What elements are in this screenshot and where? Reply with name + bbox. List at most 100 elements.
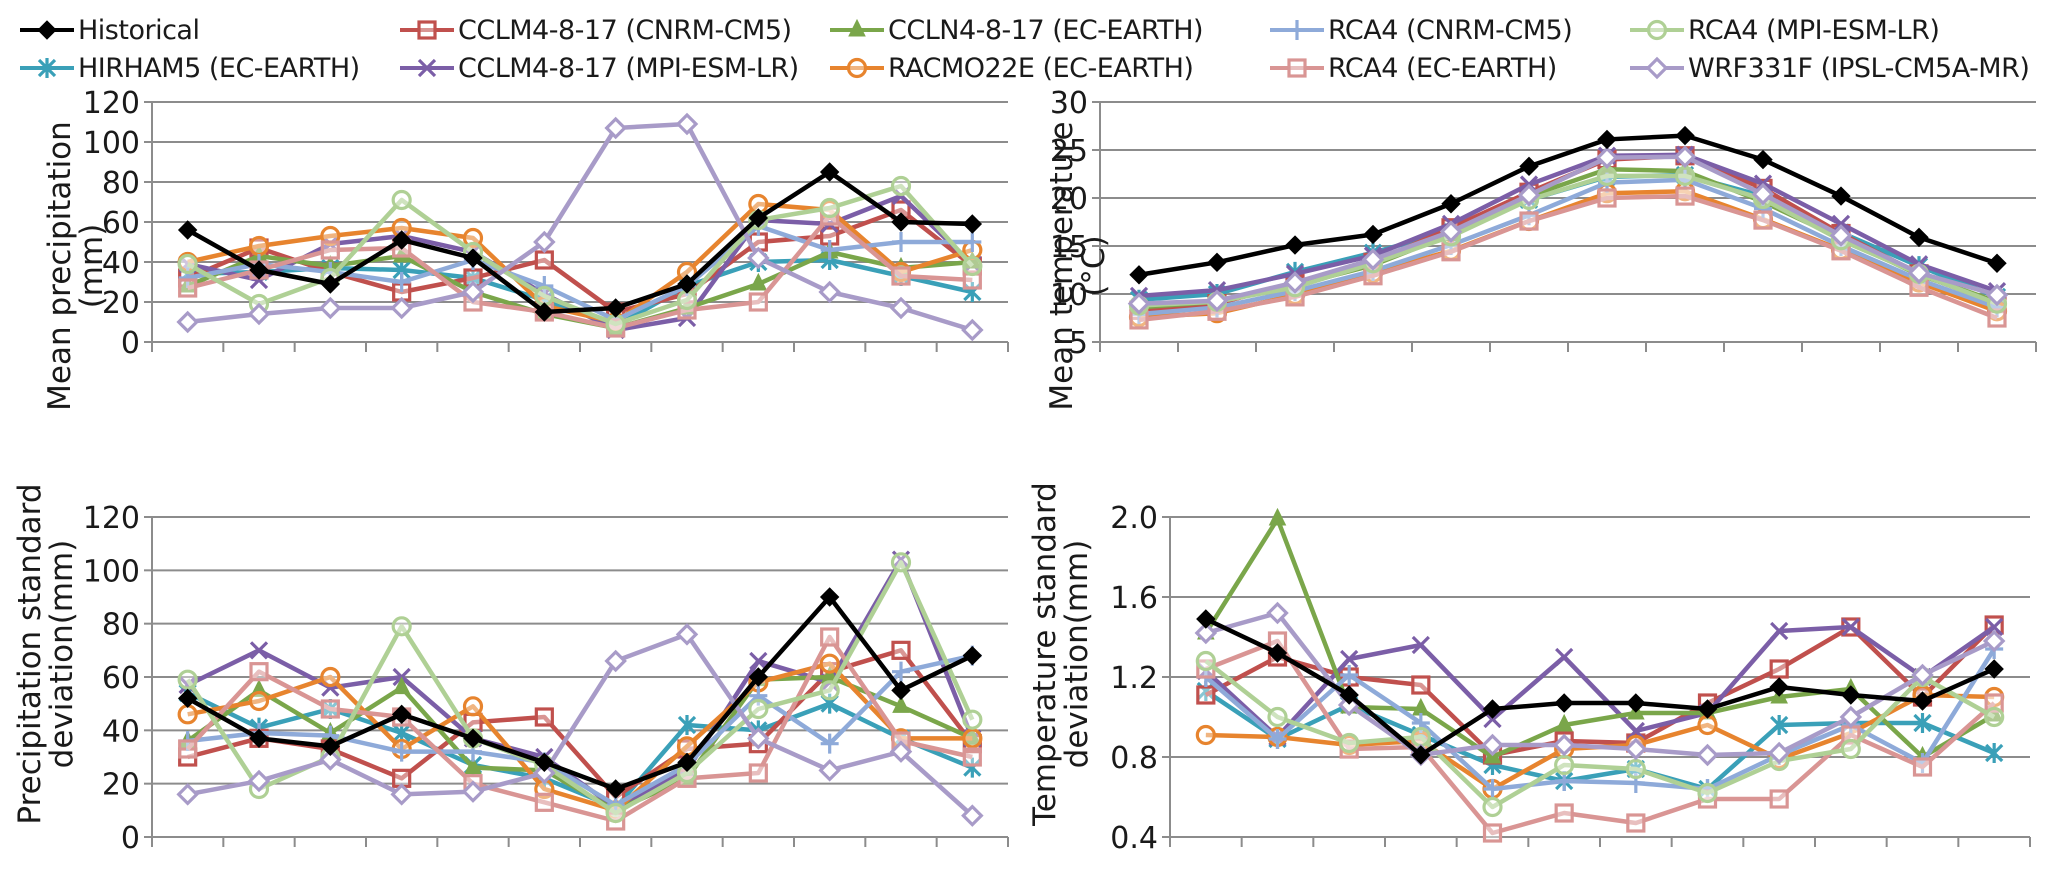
- legend-marker: [1288, 20, 1306, 40]
- y-tick-label: 20: [102, 286, 140, 321]
- data-point: [962, 728, 983, 749]
- data-point: [892, 661, 910, 682]
- data-point: [1482, 823, 1503, 843]
- data-point: [392, 244, 411, 263]
- data-point: [462, 696, 484, 717]
- data-point: [177, 220, 198, 240]
- data-point: [391, 189, 412, 211]
- y-tick-label: 5: [1069, 326, 1088, 361]
- series-line: [1203, 516, 1996, 760]
- legend-marker: [417, 58, 437, 78]
- data-point: [1912, 757, 1933, 777]
- data-point: [891, 266, 911, 286]
- data-point: [320, 699, 340, 719]
- data-point: [464, 756, 482, 775]
- data-point: [890, 175, 912, 197]
- data-point: [749, 272, 768, 291]
- data-point: [392, 676, 411, 695]
- data-point: [890, 552, 912, 573]
- data-point: [391, 704, 412, 725]
- gridlines: 0.4 0.8 1.2 1.6 2.0: [1110, 501, 2030, 856]
- legend-item-historical: Historical: [18, 12, 200, 48]
- panel-mean-precipitation: Mean precipitation (mm) 0 20 40 60 80 100 120: [0, 86, 1040, 470]
- y-tick-label: 1.2: [1110, 661, 1158, 696]
- y-axis-label-line-1: Mean temperature: [1044, 121, 1080, 411]
- series-wrf331f-ipsl-cm5a-mr: [1127, 145, 2009, 315]
- chart-plot: 0 20 40 60 80 100 120: [83, 86, 1009, 361]
- data-point: [1555, 713, 1573, 732]
- chart-legend: Historical HIRHAM5 (EC-EARTH) CCLM4-8-17 (…: [0, 0, 2067, 100]
- y-axis-label-line-1: Temperature standard: [1027, 482, 1063, 826]
- data-point: [392, 741, 411, 762]
- series-line: [1205, 638, 1996, 836]
- panel-precipitation-std: Precipitation standard deviation(mm) 0 20…: [0, 470, 1040, 867]
- y-axis-label-line-1: Precipitation standard: [12, 483, 48, 825]
- data-point: [1675, 125, 1695, 146]
- y-tick-label: 60: [102, 206, 140, 241]
- legend-label: RCA4 (EC-EARTH): [1328, 52, 1557, 84]
- data-point: [962, 255, 983, 277]
- data-point: [675, 623, 699, 646]
- data-point: [748, 208, 769, 228]
- series-line: [1138, 173, 1998, 308]
- legend-item-ccln4-8-17-ec-earth: CCLN4-8-17 (EC-EARTH): [828, 12, 1204, 48]
- data-point: [1831, 186, 1851, 206]
- series-line: [1204, 616, 1996, 758]
- series-line: [1138, 154, 1998, 306]
- data-point: [889, 296, 913, 320]
- data-point: [463, 248, 483, 268]
- data-point: [1267, 706, 1288, 728]
- series-line: [187, 213, 973, 331]
- series-line: [1138, 193, 1998, 323]
- data-point: [1753, 149, 1773, 170]
- legend-marker: [37, 20, 57, 40]
- x-axis: [151, 837, 1009, 847]
- data-point: [1554, 803, 1574, 823]
- legend-label: CCLN4-8-17 (EC-EARTH): [888, 14, 1204, 46]
- data-point: [1697, 714, 1718, 736]
- data-point: [1913, 713, 1932, 733]
- data-point: [819, 197, 840, 219]
- data-point: [1517, 183, 1541, 207]
- data-point: [391, 616, 412, 637]
- data-point: [463, 728, 483, 749]
- series-line: [187, 201, 973, 325]
- y-tick-label: 15: [1050, 230, 1088, 265]
- data-point: [1982, 629, 2006, 653]
- data-point: [1595, 146, 1619, 169]
- series-line: [187, 223, 973, 323]
- data-point: [1268, 729, 1287, 749]
- legend-label: HIRHAM5 (EC-EARTH): [78, 52, 360, 84]
- data-point: [1363, 224, 1383, 245]
- data-point: [248, 235, 270, 257]
- y-tick-label: 80: [102, 166, 140, 201]
- data-point: [178, 739, 198, 759]
- y-tick-label: 30: [1050, 86, 1088, 121]
- y-tick-label: 100: [83, 554, 140, 589]
- data-point: [1911, 663, 1934, 687]
- legend-marker: [848, 18, 866, 37]
- y-tick-label: 40: [102, 246, 140, 281]
- series-line: [187, 661, 973, 813]
- data-point: [605, 313, 626, 335]
- data-point: [962, 747, 982, 767]
- data-point: [1283, 271, 1307, 294]
- data-point: [1481, 733, 1504, 757]
- data-point: [1483, 779, 1502, 799]
- data-point: [748, 292, 768, 312]
- data-point: [534, 792, 554, 812]
- legend-item-rca4-ec-earth: RCA4 (EC-EARTH): [1268, 50, 1557, 86]
- data-point: [320, 666, 341, 688]
- data-point: [534, 752, 555, 773]
- data-point: [748, 763, 768, 783]
- data-point: [1195, 650, 1216, 672]
- legend-label: Historical: [78, 14, 200, 46]
- legend-label: RCA4 (CNRM-CM5): [1328, 14, 1573, 46]
- data-point: [392, 272, 411, 292]
- data-point: [249, 728, 269, 749]
- y-tick-label: 100: [83, 126, 140, 161]
- data-point: [820, 733, 839, 754]
- data-point: [604, 116, 627, 140]
- data-point: [1129, 265, 1149, 285]
- data-point: [963, 757, 982, 778]
